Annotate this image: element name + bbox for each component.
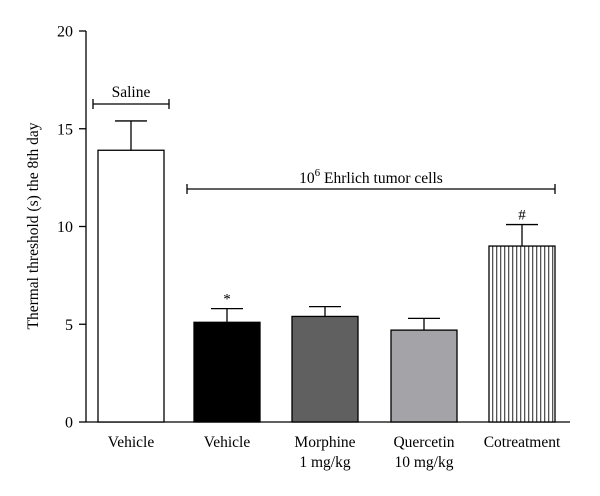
x-category-label: Vehicle [108,434,155,451]
bar-group: * [193,292,261,423]
bar-group: # [488,208,556,423]
x-category-label: 10 mg/kg [395,454,454,471]
y-axis: 0 5 10 15 20 [57,24,87,432]
bar [390,329,458,423]
y-tick-label: 20 [57,24,73,41]
x-category-label: Cotreatment [484,434,561,451]
bar [488,245,556,423]
significance-marker: # [518,208,526,224]
bar-group [291,306,359,423]
y-tick-label: 15 [57,121,73,138]
x-category-label: Morphine [294,434,355,451]
bar-group [390,317,458,423]
y-axis-title: Thermal threshold (s) the 8th day [25,122,42,329]
y-tick-label: 5 [65,317,73,334]
bars-group: *# [97,120,556,423]
bar-group [97,120,165,423]
category-labels: Vehicle Vehicle Morphine 1 mg/kg Quercetin 10… [108,434,561,471]
group-label: 106 Ehrlich tumor cells [299,167,443,187]
bar [193,321,261,423]
group-annotation: Saline [92,84,170,109]
group-label-sup: 6 [315,167,321,179]
x-category-label: Vehicle [204,434,251,451]
group-label-base: 10 [299,170,315,187]
significance-marker: * [223,292,231,308]
y-tick-label: 0 [65,415,73,432]
annotations: Saline 106 Ehrlich tumor cells [92,84,556,194]
bar [97,149,165,423]
group-annotation: 106 Ehrlich tumor cells [186,167,556,194]
x-category-label: Quercetin [393,434,454,451]
group-label: Saline [112,84,151,101]
bar [291,315,359,423]
group-label-rest: Ehrlich tumor cells [320,170,443,187]
y-tick-label: 10 [57,219,73,236]
x-category-label: 1 mg/kg [299,454,350,471]
